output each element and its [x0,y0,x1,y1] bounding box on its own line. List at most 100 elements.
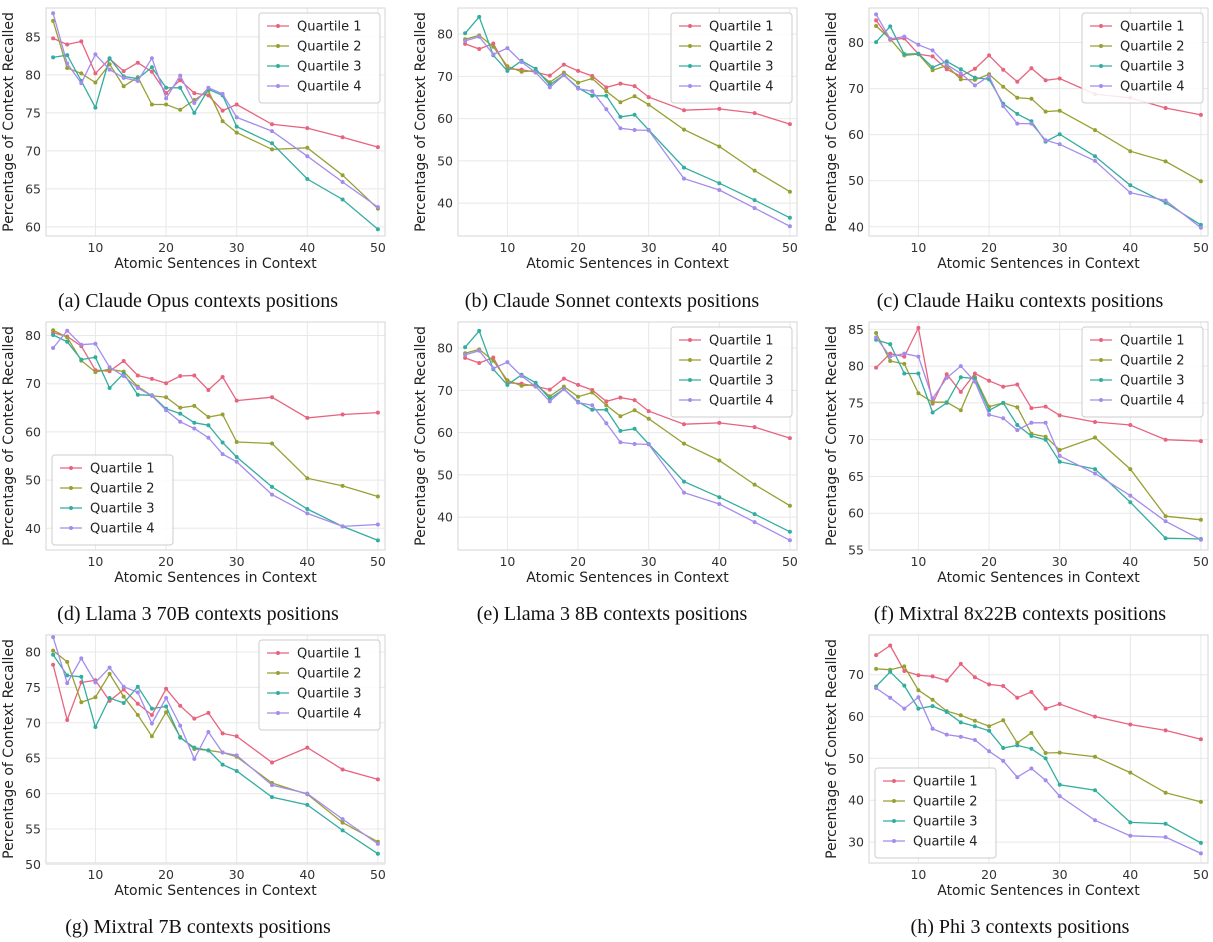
data-point [930,54,935,59]
y-tick-label: 50 [437,153,453,168]
data-point [1029,730,1034,735]
series-line [875,14,1202,229]
x-tick-label: 10 [499,554,515,569]
series-line [464,42,791,125]
data-point [987,74,992,79]
legend-label: Quartile 2 [1120,40,1185,55]
data-point [590,76,595,81]
data-point [632,128,637,132]
data-point [51,11,56,16]
data-point [505,360,510,365]
legend-marker [276,24,280,28]
data-point [632,112,637,117]
data-point [987,728,992,733]
data-point [972,66,977,71]
legend-label: Quartile 2 [709,354,774,369]
x-tick-label: 30 [229,867,245,882]
data-point [752,168,757,173]
data-point [1163,536,1168,541]
data-point [1015,95,1020,100]
data-point [972,718,977,723]
data-point [1198,225,1203,230]
data-point [340,135,345,140]
chart-grid [46,322,385,550]
data-point [340,817,345,822]
data-point [270,395,274,400]
data-point [1001,400,1006,405]
data-point [340,412,345,417]
y-tick-label: 75 [848,395,864,410]
x-tick-label: 50 [782,240,798,255]
data-point [477,34,482,39]
data-point [1163,159,1168,164]
legend-marker [892,779,896,783]
data-point [178,703,183,708]
x-tick-label: 40 [711,240,727,255]
x-tick-label: 20 [570,240,586,255]
data-point [604,403,609,408]
data-point [958,408,963,413]
legend-label: Quartile 1 [297,647,362,662]
data-point [192,745,197,750]
data-point [270,484,274,489]
data-point [682,490,686,495]
data-point [874,24,879,28]
data-point [220,762,225,767]
data-point [930,726,935,731]
y-axis-label: Percentage of Context Recalled [1,639,17,859]
chart-c: 10 20 30 40 50 40 50 60 70 80 Atomic Sentences in … [824,7,1209,312]
data-point [787,189,792,194]
data-point [93,695,98,700]
data-point [1198,517,1203,522]
data-point [270,122,274,127]
data-point [1057,459,1062,464]
y-tick-label: 80 [25,644,41,659]
data-point [944,62,949,67]
series-line [52,650,379,843]
data-point [1057,448,1062,452]
series-4 [874,686,1203,856]
data-point [646,95,651,100]
x-tick-label: 40 [299,554,315,569]
data-point [930,697,935,702]
data-point [958,67,963,72]
data-point [682,127,686,132]
data-point [51,652,56,657]
data-point [149,69,154,74]
data-point [463,352,468,357]
data-point [340,197,345,202]
data-point [340,524,345,529]
data-point [987,53,992,58]
legend: Quartile 1 Quartile 2 Quartile 3 Quartile 4 [874,767,997,859]
legend-marker [276,711,280,715]
data-point [590,390,595,395]
y-tick-label: 50 [25,473,41,488]
data-point [618,126,623,131]
legend: Quartile 1 Quartile 2 Quartile 3 Quartile 4 [670,326,793,418]
data-point [1029,746,1034,751]
data-point [958,720,963,725]
data-point [121,374,126,378]
subfigure-caption: (a) Claude Opus contexts positions [58,290,338,312]
y-tick-label: 80 [848,35,864,50]
data-point [121,69,126,74]
data-point [375,538,380,543]
x-tick-label: 50 [370,867,386,882]
plot-frame [45,634,386,864]
data-point [135,713,140,717]
data-point [51,36,56,41]
data-point [1057,142,1062,147]
y-tick-label: 50 [848,751,864,766]
data-point [305,177,310,181]
legend-marker [688,358,692,362]
legend-marker [688,338,692,342]
legend-label: Quartile 2 [297,40,362,55]
data-point [178,405,183,410]
data-point [463,355,468,360]
data-point [51,333,56,337]
data-point [1128,149,1133,154]
legend-label: Quartile 4 [90,522,155,537]
data-point [752,425,757,430]
data-point [178,85,183,90]
y-tick-label: 70 [848,81,864,96]
